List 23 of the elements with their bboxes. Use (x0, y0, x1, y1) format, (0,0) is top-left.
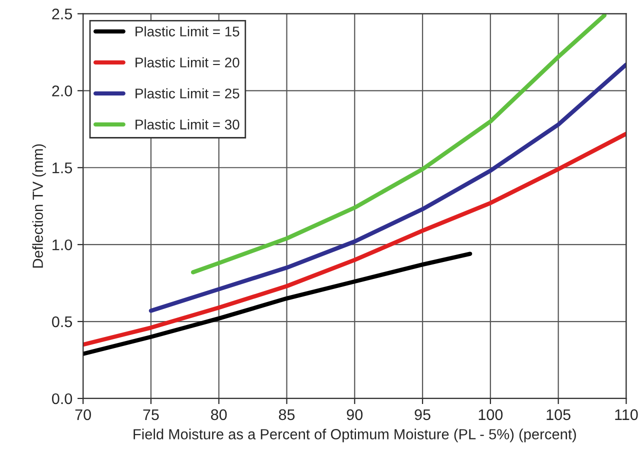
legend-label: Plastic Limit = 30 (136, 119, 240, 130)
x-tick-label: 105 (546, 409, 570, 420)
x-tick-label: 85 (278, 409, 295, 420)
x-tick-label: 70 (75, 409, 91, 420)
x-tick-label: 80 (211, 409, 227, 420)
x-axis-title: Field Moisture as a Percent of Optimum Moisture (PL - 5%) (percent) (134, 428, 576, 442)
y-tick-label: 2.0 (52, 86, 72, 96)
x-tick-label: 75 (143, 409, 159, 420)
y-tick-label: 1.0 (52, 239, 72, 250)
y-tick-label: 0.0 (52, 393, 72, 404)
x-tick-label: 110 (615, 409, 638, 420)
legend-label: Plastic Limit = 20 (136, 57, 240, 68)
x-tick-label: 90 (346, 409, 363, 420)
y-tick-label: 1.5 (52, 162, 72, 174)
y-tick-label: 2.5 (52, 8, 72, 20)
line-series (83, 252, 472, 356)
legend-label: Plastic Limit = 25 (136, 88, 240, 98)
x-tick-label: 100 (478, 409, 503, 420)
line-series (83, 132, 626, 347)
y-axis-title: Deflection TV (mm) (32, 144, 46, 268)
x-tick-label: 95 (414, 409, 430, 420)
y-tick-label: 0.5 (52, 316, 72, 328)
legend-label: Plastic Limit = 15 (136, 26, 240, 36)
